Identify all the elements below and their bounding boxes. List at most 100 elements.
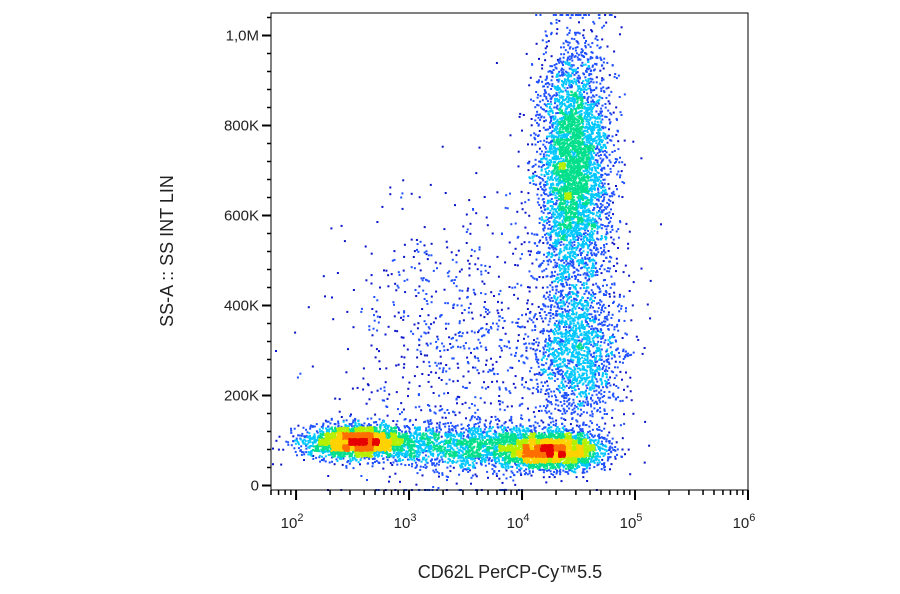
data-point bbox=[547, 368, 550, 370]
data-point bbox=[557, 238, 560, 241]
data-point bbox=[500, 349, 503, 352]
data-point bbox=[307, 441, 310, 444]
data-point bbox=[589, 433, 592, 435]
data-point bbox=[458, 396, 461, 399]
data-point bbox=[406, 348, 409, 351]
data-point bbox=[345, 466, 348, 469]
data-point bbox=[559, 340, 561, 343]
data-point bbox=[611, 192, 614, 195]
data-point bbox=[347, 348, 349, 351]
data-point bbox=[451, 258, 454, 261]
data-point bbox=[548, 424, 551, 426]
data-point bbox=[562, 394, 565, 397]
data-point bbox=[483, 316, 486, 319]
data-point bbox=[518, 427, 521, 430]
data-point bbox=[566, 370, 569, 372]
data-point bbox=[520, 417, 522, 420]
data-point bbox=[551, 193, 554, 196]
data-point bbox=[543, 89, 546, 92]
data-point bbox=[423, 251, 426, 254]
data-point bbox=[510, 353, 513, 356]
data-point bbox=[572, 305, 575, 308]
data-point bbox=[537, 373, 540, 376]
data-point bbox=[546, 384, 549, 387]
data-point bbox=[591, 316, 594, 318]
data-point bbox=[551, 281, 554, 284]
data-point bbox=[555, 32, 558, 35]
data-point bbox=[593, 300, 595, 302]
data-point bbox=[539, 185, 542, 188]
data-point bbox=[563, 246, 566, 249]
data-point bbox=[504, 261, 507, 264]
data-point bbox=[450, 432, 453, 435]
data-point bbox=[581, 50, 584, 53]
data-point bbox=[587, 233, 589, 236]
data-point bbox=[571, 429, 574, 432]
data-point bbox=[584, 299, 587, 302]
data-point bbox=[592, 266, 595, 269]
data-point bbox=[521, 418, 524, 420]
data-point bbox=[470, 476, 473, 479]
data-point bbox=[574, 55, 577, 58]
data-point bbox=[604, 126, 607, 129]
data-point bbox=[461, 403, 464, 406]
data-point bbox=[474, 411, 477, 414]
data-point bbox=[578, 14, 581, 16]
data-point bbox=[541, 67, 544, 70]
data-point bbox=[406, 425, 408, 427]
data-point bbox=[465, 231, 468, 233]
data-point bbox=[354, 417, 357, 420]
data-point bbox=[551, 245, 554, 248]
data-point bbox=[572, 359, 575, 362]
data-point bbox=[597, 453, 600, 456]
data-point bbox=[547, 323, 550, 326]
data-point bbox=[547, 469, 550, 472]
data-point bbox=[548, 330, 551, 333]
data-point bbox=[476, 369, 479, 372]
data-point bbox=[577, 74, 580, 77]
data-point bbox=[531, 276, 534, 279]
data-point bbox=[465, 428, 468, 431]
data-point bbox=[556, 216, 558, 219]
data-point bbox=[611, 409, 614, 412]
data-point bbox=[430, 242, 433, 245]
data-point bbox=[546, 259, 549, 262]
data-point bbox=[519, 462, 522, 465]
data-point bbox=[474, 356, 477, 359]
data-point bbox=[488, 462, 491, 465]
data-point bbox=[605, 381, 608, 383]
data-point bbox=[596, 343, 599, 345]
data-point bbox=[570, 37, 573, 40]
data-point bbox=[596, 152, 599, 155]
data-point bbox=[580, 48, 583, 51]
data-point bbox=[543, 348, 546, 351]
data-point bbox=[496, 373, 499, 375]
data-point bbox=[599, 299, 602, 302]
data-point bbox=[591, 264, 594, 267]
data-point bbox=[528, 214, 531, 217]
data-point bbox=[477, 359, 480, 362]
data-point bbox=[493, 429, 496, 432]
data-point bbox=[616, 305, 619, 308]
data-point bbox=[606, 205, 609, 208]
data-point bbox=[504, 206, 507, 209]
data-point bbox=[543, 294, 546, 297]
data-point bbox=[541, 372, 544, 375]
data-point bbox=[543, 304, 545, 307]
data-point bbox=[564, 429, 567, 432]
data-point bbox=[551, 156, 554, 159]
data-point bbox=[569, 367, 572, 370]
data-point bbox=[543, 193, 546, 196]
data-point bbox=[294, 331, 297, 334]
data-point bbox=[562, 340, 564, 343]
data-point bbox=[589, 248, 592, 251]
data-point bbox=[577, 348, 580, 351]
data-point bbox=[487, 331, 490, 334]
data-point bbox=[334, 423, 337, 426]
data-point bbox=[577, 361, 580, 364]
data-point bbox=[376, 423, 379, 426]
data-point bbox=[566, 200, 569, 203]
data-point bbox=[632, 351, 635, 354]
data-point bbox=[413, 267, 416, 270]
data-point bbox=[552, 116, 555, 119]
